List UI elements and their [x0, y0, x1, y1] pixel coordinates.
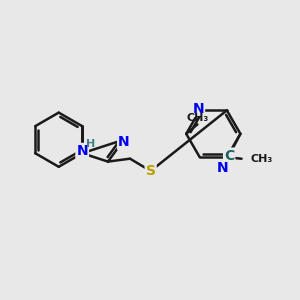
Text: N: N	[118, 135, 130, 149]
Text: C: C	[224, 148, 234, 163]
Text: H: H	[86, 140, 96, 149]
Text: N: N	[193, 102, 204, 116]
Text: S: S	[146, 164, 156, 178]
Text: CH₃: CH₃	[250, 154, 273, 164]
Text: N: N	[217, 161, 229, 175]
Text: CH₃: CH₃	[187, 113, 209, 124]
Text: N: N	[76, 144, 88, 158]
